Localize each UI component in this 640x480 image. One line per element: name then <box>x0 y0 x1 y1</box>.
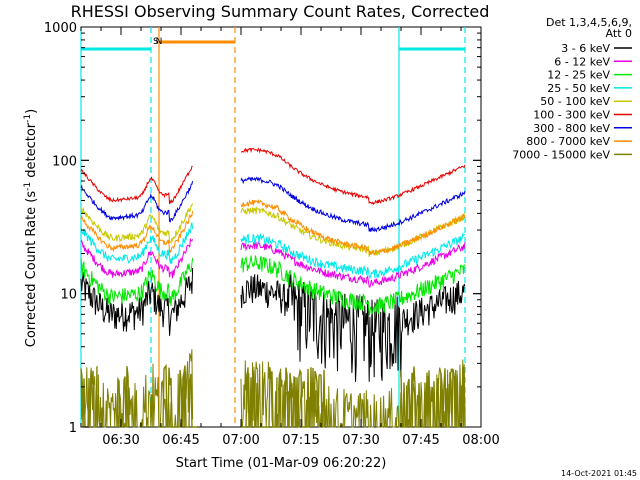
y-tick-label: 1 <box>69 421 77 436</box>
timestamp: 14-Oct-2021 01:45 <box>561 469 637 478</box>
legend-entry-label: 7000 - 15000 keV <box>512 148 610 161</box>
x-axis: 06:30 06:45 07:00 07:15 07:30 07:45 08:00 <box>80 27 500 448</box>
x-tick-label: 07:15 <box>282 433 319 448</box>
series-line <box>240 198 466 256</box>
series-line <box>80 211 194 254</box>
legend-entry-label: 50 - 100 keV <box>540 95 610 108</box>
series-line <box>80 180 194 223</box>
series-line <box>80 222 194 264</box>
y-axis-label-sup2: -1 <box>23 114 33 123</box>
x-tick-label: 07:45 <box>402 433 439 448</box>
series-line <box>240 273 466 382</box>
series-line-high-energy <box>159 363 197 428</box>
series-line <box>240 205 466 258</box>
legend-entry-label: 3 - 6 keV <box>561 42 610 55</box>
series-line-high-energy <box>116 366 130 428</box>
y-axis-label-mid: detector <box>24 122 39 182</box>
y-axis-label: Corrected Count Rate (s-1 detector-1) <box>23 109 39 347</box>
y-axis-label-main: Corrected Count Rate (s <box>24 191 39 348</box>
chart-title: RHESSI Observing Summary Count Rates, Co… <box>71 2 490 21</box>
legend-entry-label: 12 - 25 keV <box>547 69 610 82</box>
series-line <box>240 255 466 316</box>
series-line-high-energy <box>400 365 466 428</box>
series-line <box>80 349 194 428</box>
y-axis-label-sup1: -1 <box>23 182 33 191</box>
x-tick-label: 07:30 <box>342 433 379 448</box>
series-line <box>80 257 194 307</box>
legend-entry-label: 100 - 300 keV <box>533 109 610 122</box>
series-line <box>240 176 466 233</box>
series-line-high-energy <box>80 366 98 428</box>
series-line <box>80 237 194 279</box>
y-axis-label-end: ) <box>24 109 39 114</box>
x-tick-label: 06:45 <box>162 433 199 448</box>
x-tick-label: 06:30 <box>102 433 139 448</box>
x-axis-label: Start Time (01-Mar-09 06:20:22) <box>176 456 387 471</box>
marker-label: S <box>153 37 159 47</box>
plot-frame <box>80 26 482 428</box>
series-line <box>240 359 466 429</box>
y-axis: 1 10 100 1000 <box>44 21 481 436</box>
series-line <box>240 232 466 280</box>
series-line <box>80 203 194 245</box>
series-line <box>240 147 466 206</box>
x-tick-label: 08:00 <box>462 433 499 448</box>
x-tick-label: 07:00 <box>222 433 259 448</box>
series-line <box>240 240 466 288</box>
legend-header: Det 1,3,4,5,6,9, <box>546 16 632 29</box>
legend-entry-label: 25 - 50 keV <box>547 82 610 95</box>
marker-label: N <box>156 37 163 47</box>
series-line <box>80 267 194 336</box>
y-tick-label: 1000 <box>44 21 77 36</box>
legend-entry-label: 800 - 7000 keV <box>526 135 610 148</box>
legend-header: Att 0 <box>606 27 632 40</box>
series-line-high-energy <box>241 367 278 428</box>
legend-entry-label: 6 - 12 keV <box>554 55 610 68</box>
legend-entry-label: 300 - 800 keV <box>533 122 610 135</box>
series-line <box>80 165 193 205</box>
y-tick-label: 10 <box>60 288 77 303</box>
series-line-high-energy <box>277 367 326 428</box>
y-tick-label: 100 <box>52 154 77 169</box>
plot-area: SN <box>80 26 482 429</box>
